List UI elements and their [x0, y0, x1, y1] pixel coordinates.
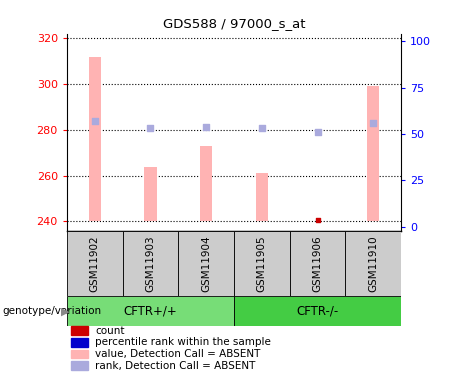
Bar — [71, 326, 88, 335]
Bar — [367, 86, 379, 222]
Text: count: count — [95, 326, 125, 336]
Bar — [234, 296, 401, 326]
Point — [314, 217, 321, 223]
Bar — [256, 173, 268, 222]
Point — [370, 120, 377, 126]
Text: ▶: ▶ — [61, 306, 70, 316]
Text: value, Detection Call = ABSENT: value, Detection Call = ABSENT — [95, 349, 261, 359]
Bar — [71, 350, 88, 358]
Bar — [200, 146, 212, 222]
Bar — [345, 231, 401, 296]
Point — [258, 126, 266, 132]
Bar — [67, 231, 123, 296]
Text: GSM11903: GSM11903 — [145, 236, 155, 292]
Text: CFTR+/+: CFTR+/+ — [124, 305, 177, 318]
Text: GSM11902: GSM11902 — [90, 236, 100, 292]
Title: GDS588 / 97000_s_at: GDS588 / 97000_s_at — [163, 17, 305, 30]
Point — [91, 118, 98, 124]
Point — [147, 126, 154, 132]
Bar — [67, 296, 234, 326]
Bar — [123, 231, 178, 296]
Text: rank, Detection Call = ABSENT: rank, Detection Call = ABSENT — [95, 361, 256, 371]
Text: percentile rank within the sample: percentile rank within the sample — [95, 338, 271, 347]
Point — [202, 124, 210, 130]
Bar — [178, 231, 234, 296]
Text: genotype/variation: genotype/variation — [2, 306, 101, 316]
Text: GSM11904: GSM11904 — [201, 236, 211, 292]
Bar — [290, 231, 345, 296]
Text: GSM11906: GSM11906 — [313, 236, 323, 292]
Bar — [89, 57, 101, 222]
Point — [314, 129, 321, 135]
Bar — [234, 231, 290, 296]
Bar — [144, 166, 157, 222]
Text: GSM11910: GSM11910 — [368, 236, 378, 292]
Bar — [71, 338, 88, 347]
Bar — [71, 362, 88, 370]
Text: CFTR-/-: CFTR-/- — [296, 305, 339, 318]
Text: GSM11905: GSM11905 — [257, 236, 267, 292]
